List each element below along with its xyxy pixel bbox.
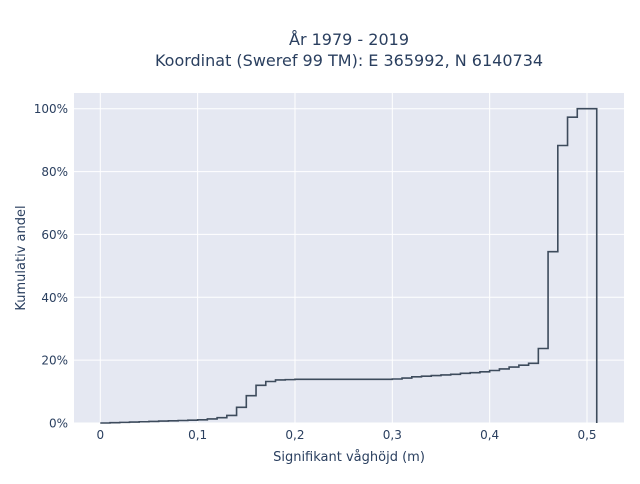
x-tick-label: 0,3 [383, 428, 402, 442]
plot-area [74, 93, 624, 423]
series-layer [100, 107, 598, 424]
chart-subtitle: Koordinat (Sweref 99 TM): E 365992, N 61… [155, 51, 543, 70]
y-tick-label: 60% [41, 228, 68, 242]
x-tick-label: 0,5 [577, 428, 596, 442]
x-tick-label: 0,4 [480, 428, 499, 442]
x-gridlines [99, 93, 588, 423]
x-tick-label: 0,1 [188, 428, 207, 442]
x-axis-label: Signifikant våghöjd (m) [273, 450, 425, 465]
chart-title: År 1979 - 2019 [289, 30, 409, 49]
y-tick-label: 0% [49, 417, 68, 431]
x-tick-label: 0 [96, 428, 104, 442]
x-tick-label: 0,2 [285, 428, 304, 442]
y-axis-label: Kumulativ andel [14, 205, 29, 310]
y-tick-label: 100% [34, 102, 68, 116]
y-tick-label: 20% [41, 354, 68, 368]
ecdf-step-line [100, 107, 598, 424]
y-gridlines [74, 108, 624, 424]
y-tick-label: 40% [41, 291, 68, 305]
y-tick-labels: 0% 20% 40% 60% 80% 100% [34, 102, 68, 430]
y-tick-label: 80% [41, 165, 68, 179]
x-tick-labels: 0 0,1 0,2 0,3 0,4 0,5 [96, 428, 596, 442]
